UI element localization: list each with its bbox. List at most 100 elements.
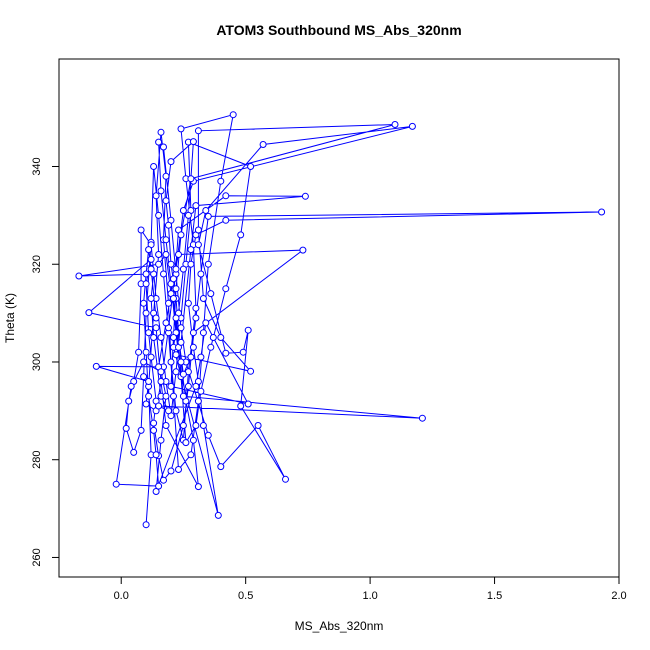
data-point xyxy=(177,358,185,366)
data-point xyxy=(137,226,145,234)
data-point xyxy=(177,231,185,239)
data-point xyxy=(172,351,180,359)
data-point xyxy=(282,475,289,483)
plot-area-border xyxy=(58,58,620,578)
y-tick-label: 280 xyxy=(31,451,43,469)
data-point xyxy=(150,426,158,434)
data-point xyxy=(192,304,200,312)
data-point xyxy=(189,329,197,337)
data-point xyxy=(155,260,163,268)
data-point xyxy=(167,467,175,475)
data-point xyxy=(192,382,200,390)
data-point xyxy=(199,422,207,429)
data-point xyxy=(187,246,195,254)
data-point xyxy=(142,400,150,408)
x-axis: 0.0 0.5 1.0 1.5 2.0 xyxy=(114,576,627,602)
data-point xyxy=(207,343,215,351)
data-point xyxy=(177,324,185,332)
data-point xyxy=(142,280,150,288)
chart-title: ATOM3 Southbound MS_Abs_320nm xyxy=(216,22,461,38)
data-point xyxy=(162,319,170,327)
data-point xyxy=(237,231,245,239)
data-point xyxy=(122,424,130,432)
data-point xyxy=(194,483,202,491)
data-point xyxy=(165,299,172,307)
data-point xyxy=(150,334,158,341)
data-point xyxy=(157,378,165,385)
data-point xyxy=(189,138,197,146)
data-point xyxy=(177,125,185,133)
y-tick-label: 260 xyxy=(31,548,43,566)
data-point xyxy=(187,175,195,183)
data-point xyxy=(184,382,192,390)
data-point xyxy=(177,338,185,346)
data-point xyxy=(142,270,150,278)
data-point xyxy=(172,285,180,293)
data-point xyxy=(179,422,187,429)
data-point xyxy=(184,299,192,307)
data-point xyxy=(125,397,133,405)
y-tick-label: 320 xyxy=(31,255,43,273)
data-point xyxy=(150,419,158,427)
data-point xyxy=(259,141,267,148)
data-point xyxy=(155,211,163,219)
data-point xyxy=(162,172,170,180)
data-point xyxy=(157,334,165,341)
data-point xyxy=(217,463,225,471)
data-point xyxy=(204,260,212,268)
data-point xyxy=(162,197,170,205)
data-point xyxy=(145,392,153,400)
data-point xyxy=(92,362,100,370)
data-point xyxy=(150,163,158,170)
data-point xyxy=(299,246,307,254)
data-point xyxy=(192,314,200,322)
data-point xyxy=(140,299,148,307)
data-point xyxy=(147,295,155,302)
data-point xyxy=(172,368,180,376)
data-point xyxy=(187,260,195,268)
data-point xyxy=(155,402,163,410)
data-point xyxy=(184,211,192,219)
data-point xyxy=(112,480,120,488)
data-point xyxy=(179,265,187,273)
data-point xyxy=(142,521,150,529)
data-point xyxy=(147,265,155,273)
data-point xyxy=(229,111,237,119)
data-point xyxy=(160,143,167,151)
data-point xyxy=(127,382,135,390)
data-point xyxy=(167,382,175,390)
data-point xyxy=(162,251,170,258)
data-point xyxy=(167,358,175,366)
data-point xyxy=(137,426,145,434)
data-point xyxy=(155,138,163,146)
x-axis-label: MS_Abs_320nm xyxy=(295,619,384,633)
data-point xyxy=(194,241,202,249)
data-point xyxy=(165,221,172,229)
data-point xyxy=(160,476,167,484)
data-point xyxy=(145,329,153,337)
data-point xyxy=(197,353,205,361)
data-point xyxy=(170,392,177,400)
data-point xyxy=(194,127,202,135)
data-point xyxy=(152,314,160,322)
data-point xyxy=(152,451,160,459)
data-point xyxy=(147,255,155,263)
data-point xyxy=(162,392,170,400)
data-point xyxy=(157,187,165,195)
y-tick-label: 300 xyxy=(31,353,43,371)
data-point xyxy=(254,422,262,429)
y-tick-label: 340 xyxy=(31,157,43,175)
data-point xyxy=(167,158,175,166)
data-point xyxy=(170,334,177,341)
data-point xyxy=(172,265,180,273)
data-point xyxy=(222,285,230,293)
data-point xyxy=(152,324,160,332)
data-point xyxy=(85,309,93,317)
data-point xyxy=(199,329,207,337)
data-point xyxy=(162,236,170,244)
data-point xyxy=(204,431,212,439)
data-point xyxy=(192,422,200,429)
data-point xyxy=(244,400,252,408)
data-point xyxy=(247,367,255,375)
